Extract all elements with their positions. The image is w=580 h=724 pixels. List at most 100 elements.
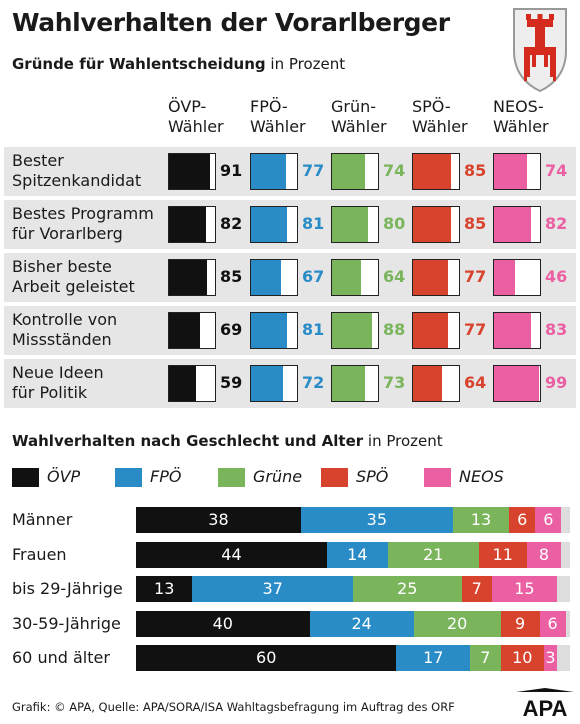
legend-swatch [12,468,39,487]
percent-fill [494,366,539,401]
percent-fill [169,207,206,242]
section2-title-bold: Wahlverhalten nach Geschlecht und Alter [12,432,364,450]
percent-box [412,206,460,243]
bar-segment: 60 [136,645,397,671]
column-header-line2: Wähler [493,117,549,136]
percent-fill [251,366,284,401]
legend-label: FPÖ [150,467,182,486]
column-header-line1: FPÖ- [250,97,288,116]
bar-segment: 3 [543,645,557,671]
percent-fill [332,207,368,242]
legend-label: NEOS [459,467,504,486]
percent-box [493,365,541,402]
source-note: Grafik: © APA, Quelle: APA/SORA/ISA Wahl… [12,700,455,714]
bar-segment: 44 [136,542,327,568]
bar-segment: 14 [326,542,388,568]
bar-category-label: 30-59-Jährige [12,614,121,633]
percent-fill [494,154,528,189]
percent-box [168,259,216,296]
bar-segment: 37 [192,576,353,602]
row-label-line2: für Vorarlberg [12,224,123,243]
column-header-line1: SPÖ- [412,97,451,116]
percent-fill [169,260,208,295]
column-header: SPÖ- Wähler [412,97,468,137]
row-label-line2: Arbeit geleistet [12,277,135,296]
column-header: Grün- Wähler [331,97,387,137]
percent-box [250,259,298,296]
percent-fill [169,313,201,348]
row-label-line1: Bestes Programm [12,204,154,223]
legend-swatch [115,468,142,487]
bar-segment: 35 [300,507,453,533]
percent-box [168,153,216,190]
bar-category-label: bis 29-Jährige [12,579,123,598]
bar-segment: 25 [353,576,462,602]
percent-fill [413,313,448,348]
bar-category-label: Frauen [12,545,67,564]
percent-fill [251,154,286,189]
bar-segment: 13 [136,576,193,602]
percent-fill [494,207,531,242]
percent-fill [169,154,210,189]
percent-fill [251,313,288,348]
percent-fill [332,260,361,295]
percent-value: 83 [545,320,568,339]
bar-segment: 10 [500,645,544,671]
percent-fill [413,260,448,295]
bar-track: 40 24 20 9 6 [136,611,570,637]
row-label: Bisher beste Arbeit geleistet [12,257,135,297]
percent-box [493,259,541,296]
percent-box [412,259,460,296]
percent-value: 74 [545,161,568,180]
percent-box [331,312,379,349]
section2-title-rest: in Prozent [363,432,443,450]
legend-swatch [424,468,451,487]
percent-value: 91 [220,161,243,180]
row-label: Kontrolle von Missständen [12,310,117,350]
percent-box [250,206,298,243]
percent-fill [332,313,372,348]
row-label-line1: Bester [12,151,64,170]
percent-fill [413,154,452,189]
apa-logo: APA [514,688,576,721]
percent-fill [494,260,515,295]
percent-value: 80 [383,214,406,233]
column-header-line2: Wähler [168,117,224,136]
bar-segment: 9 [500,611,540,637]
bar-category-label: Männer [12,510,73,529]
percent-box [331,259,379,296]
bar-track: 60 17 7 10 3 [136,645,570,671]
bar-segment: 6 [509,507,536,533]
percent-value: 99 [545,373,568,392]
row-label: Neue Ideen für Politik [12,363,104,403]
percent-value: 64 [383,267,406,286]
bar-segment: 40 [136,611,310,637]
percent-box [250,312,298,349]
bar-segment: 6 [539,611,566,637]
legend-swatch [218,468,245,487]
percent-value: 72 [302,373,325,392]
percent-value: 59 [220,373,243,392]
percent-value: 77 [302,161,325,180]
percent-value: 82 [545,214,568,233]
percent-value: 85 [464,214,487,233]
percent-value: 64 [464,373,487,392]
bar-segment: 21 [387,542,479,568]
percent-value: 85 [464,161,487,180]
legend-swatch [321,468,348,487]
percent-box [168,312,216,349]
percent-box [412,365,460,402]
percent-box [168,206,216,243]
percent-value: 88 [383,320,406,339]
percent-value: 67 [302,267,325,286]
row-label-line1: Neue Ideen [12,363,104,382]
percent-fill [251,207,288,242]
bar-segment: 11 [478,542,527,568]
apa-logo-icon: APA [516,688,574,721]
section1-title-rest: in Prozent [265,55,346,73]
bar-segment: 20 [413,611,501,637]
column-header-line2: Wähler [331,117,387,136]
percent-box [331,365,379,402]
percent-box [412,153,460,190]
percent-value: 73 [383,373,406,392]
